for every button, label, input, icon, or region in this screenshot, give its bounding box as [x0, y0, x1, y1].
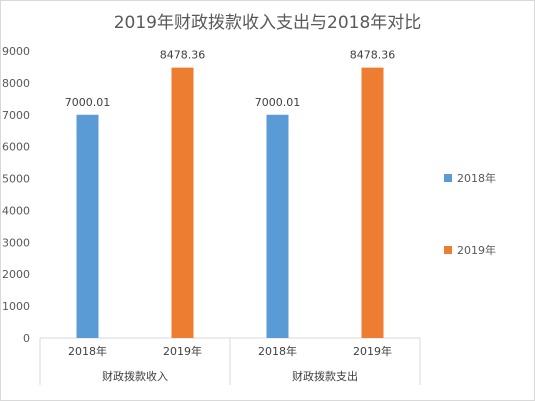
data-label: 8478.36	[160, 49, 206, 62]
data-label: 8478.36	[350, 49, 396, 62]
data-label: 7000.01	[65, 96, 111, 109]
y-tick-label: 9000	[2, 45, 30, 58]
legend-swatch-2018	[444, 174, 452, 182]
x-group-label: 财政拨款支出	[292, 369, 358, 383]
y-tick-label: 5000	[2, 173, 30, 186]
y-tick-label: 6000	[2, 141, 30, 154]
y-tick-label: 0	[23, 332, 30, 345]
legend-swatch-2019	[444, 246, 452, 254]
y-tick-label: 1000	[2, 300, 30, 313]
legend-item-2018: 2018年	[444, 170, 496, 186]
y-tick-label: 3000	[2, 236, 30, 249]
y-tick-label: 8000	[2, 77, 30, 90]
bar-1-2	[171, 67, 194, 338]
data-label: 7000.01	[255, 96, 301, 109]
chart-title: 2019年财政拨款收入支出与2018年对比	[113, 13, 422, 33]
bar-2-1	[266, 114, 289, 338]
x-group-label: 财政拨款收入	[102, 369, 168, 383]
x-tick-label: 2019年	[163, 344, 202, 358]
legend-label-2019: 2019年	[457, 244, 496, 257]
legend-label-2018: 2018年	[457, 172, 496, 185]
x-tick-label: 2018年	[258, 344, 297, 358]
y-tick-label: 7000	[2, 109, 30, 122]
y-tick-label: 2000	[2, 268, 30, 281]
y-tick-label: 4000	[2, 204, 30, 217]
legend-item-2019: 2019年	[444, 242, 496, 258]
x-tick-label: 2019年	[353, 344, 392, 358]
bar-1-1	[76, 114, 99, 338]
x-tick-label: 2018年	[68, 344, 107, 358]
bar-2-2	[361, 67, 384, 338]
